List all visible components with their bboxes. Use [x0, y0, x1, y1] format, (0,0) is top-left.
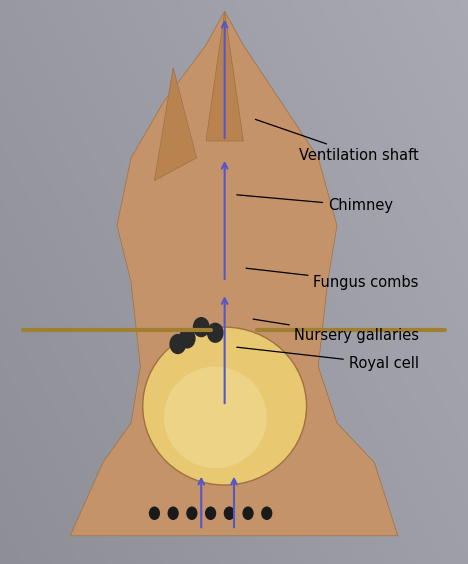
- Text: Royal cell: Royal cell: [237, 347, 419, 371]
- Circle shape: [168, 506, 179, 520]
- Text: Chimney: Chimney: [237, 195, 393, 213]
- Text: Ventilation shaft: Ventilation shaft: [256, 120, 419, 162]
- Circle shape: [205, 506, 216, 520]
- Circle shape: [261, 506, 272, 520]
- Circle shape: [193, 317, 210, 337]
- Circle shape: [242, 506, 254, 520]
- Ellipse shape: [164, 367, 267, 468]
- Circle shape: [179, 328, 196, 349]
- Circle shape: [207, 323, 224, 343]
- Polygon shape: [206, 11, 243, 141]
- Circle shape: [149, 506, 160, 520]
- Circle shape: [224, 506, 235, 520]
- Circle shape: [169, 334, 186, 354]
- Circle shape: [186, 506, 197, 520]
- Ellipse shape: [143, 327, 307, 485]
- Polygon shape: [70, 11, 398, 536]
- Text: Nursery gallaries: Nursery gallaries: [253, 319, 419, 343]
- Text: Fungus combs: Fungus combs: [246, 268, 419, 289]
- Polygon shape: [154, 68, 197, 180]
